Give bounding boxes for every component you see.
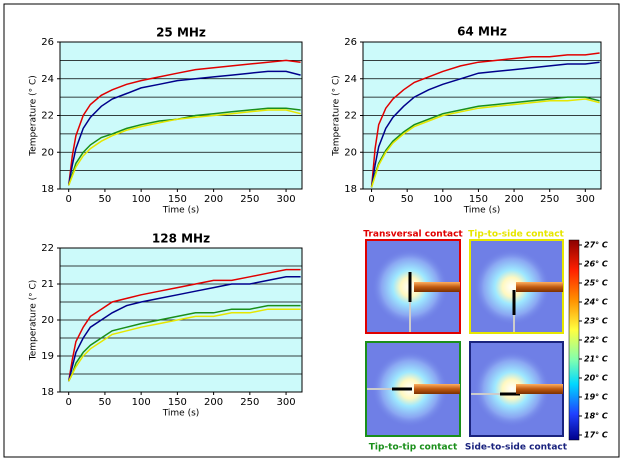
y-tick-label: 22 — [41, 111, 54, 122]
x-tick-label: 200 — [204, 194, 223, 205]
y-tick-label: 26 — [344, 37, 357, 48]
chart-title: 25 MHz — [156, 26, 206, 40]
panel-title: Side-to-side contact — [465, 443, 568, 453]
x-tick-label: 300 — [576, 194, 595, 205]
colorbar-label: 20° C — [584, 374, 608, 383]
y-tick-label: 18 — [41, 184, 54, 195]
x-tick-label: 300 — [277, 194, 296, 205]
x-tick-label: 250 — [240, 194, 259, 205]
panel-title: Transversal contact — [363, 230, 463, 240]
colorbar — [568, 239, 580, 441]
colorbar-label: 21° C — [584, 355, 608, 364]
x-tick-label: 150 — [168, 194, 187, 205]
colorbar-label: 22° C — [584, 336, 608, 345]
chart: 18 20 22 24 26 0 50 100 150 200 250 300 64 MHz Time (… — [332, 25, 602, 216]
x-tick-label: 50 — [99, 194, 112, 205]
chart: 18 20 22 24 26 0 50 100 150 200 250 300 25 MHz Time (… — [29, 26, 303, 216]
x-tick-label: 300 — [277, 397, 296, 408]
y-tick-label: 20 — [41, 147, 54, 158]
series-line — [67, 107, 301, 186]
x-axis-label: Time (s) — [162, 206, 200, 216]
series-line — [68, 308, 301, 382]
x-tick-label: 0 — [368, 194, 374, 205]
colorbar-label: 25° C — [584, 279, 608, 288]
y-tick-label: 24 — [41, 74, 54, 85]
sim-image — [365, 239, 461, 334]
y-tick-label: 20 — [344, 147, 357, 158]
y-tick-label: 20 — [41, 315, 54, 326]
x-tick-label: 50 — [401, 194, 414, 205]
y-tick-label: 21 — [41, 279, 54, 290]
panel-title: Tip-to-tip contact — [369, 443, 458, 453]
x-tick-label: 100 — [132, 194, 151, 205]
x-axis-label: Time (s) — [463, 206, 501, 216]
x-tick-label: 0 — [66, 397, 72, 408]
frame — [3, 3, 620, 458]
panel-title: Tip-to-side contact — [468, 230, 564, 240]
series-line — [370, 98, 600, 188]
simulation-panels: Transversal contact Tip-to-side contact Ti… — [363, 230, 608, 453]
y-axis-label: Temperature (° C) — [332, 75, 342, 157]
y-tick-label: 26 — [41, 37, 54, 48]
series-line — [67, 70, 301, 186]
y-tick-label: 24 — [344, 74, 357, 85]
y-axis-label: Temperature (° C) — [29, 75, 39, 157]
x-tick-label: 100 — [433, 194, 452, 205]
x-tick-label: 100 — [132, 397, 151, 408]
colorbar-label: 24° C — [584, 298, 608, 307]
series-line — [370, 96, 600, 188]
series-line — [68, 109, 301, 186]
series-line — [67, 268, 301, 382]
y-tick-label: 18 — [344, 184, 357, 195]
series-line — [370, 52, 600, 188]
series-line — [67, 276, 301, 382]
sim-image — [365, 341, 461, 437]
x-tick-label: 0 — [66, 194, 72, 205]
series-line — [370, 61, 600, 188]
sim-image — [469, 341, 564, 437]
y-tick-label: 18 — [41, 387, 54, 398]
x-tick-label: 150 — [168, 397, 187, 408]
x-tick-label: 150 — [469, 194, 488, 205]
x-tick-label: 50 — [99, 397, 112, 408]
chart-title: 64 MHz — [457, 25, 507, 39]
colorbar-label: 19° C — [584, 393, 608, 402]
colorbar-label: 17° C — [584, 431, 608, 440]
chart-title: 128 MHz — [152, 232, 210, 246]
x-tick-label: 200 — [204, 397, 223, 408]
colorbar-label: 18° C — [584, 412, 608, 421]
x-tick-label: 250 — [240, 397, 259, 408]
x-tick-label: 200 — [505, 194, 524, 205]
colorbar-label: 23° C — [584, 317, 608, 326]
x-tick-label: 250 — [540, 194, 559, 205]
sim-image — [469, 239, 564, 334]
y-tick-label: 22 — [344, 111, 357, 122]
chart: 18 19 20 21 22 0 50 100 150 200 250 300 128 MHz Time … — [29, 232, 303, 419]
series-line — [67, 59, 301, 186]
series-line — [68, 304, 301, 382]
y-tick-label: 19 — [41, 351, 54, 362]
colorbar-label: 27° C — [584, 241, 608, 250]
x-axis-label: Time (s) — [162, 409, 200, 419]
y-tick-label: 22 — [41, 243, 54, 254]
y-axis-label: Temperature (° C) — [29, 280, 39, 362]
colorbar-label: 26° C — [584, 260, 608, 269]
